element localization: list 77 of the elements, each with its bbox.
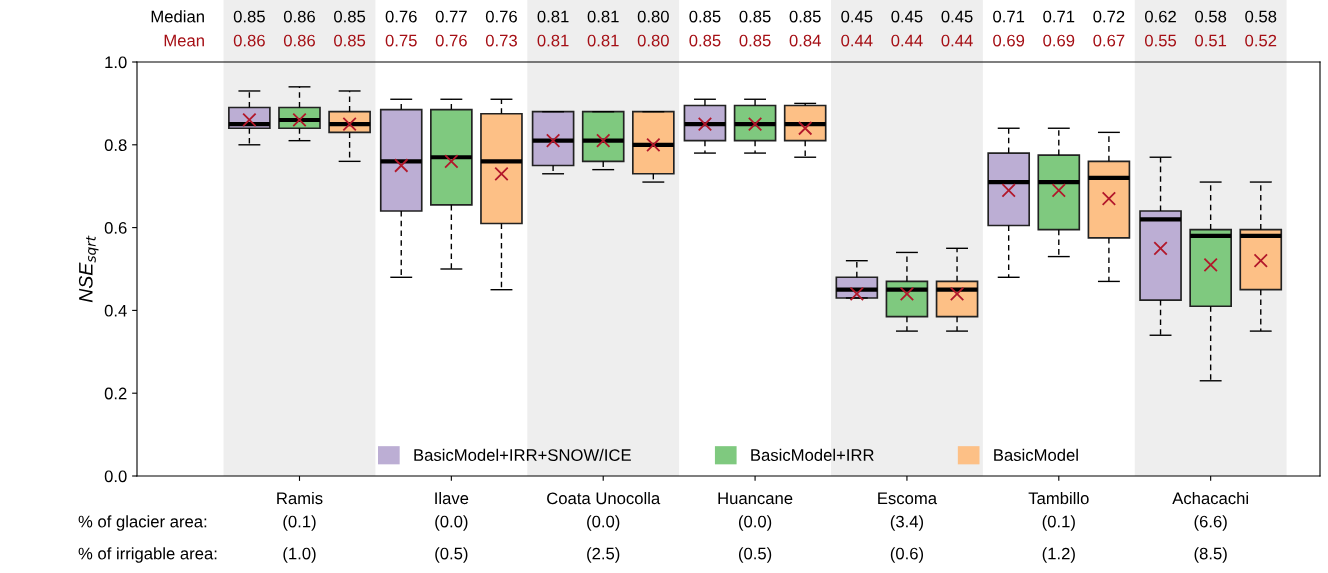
text: (1.2)	[1042, 547, 1075, 563]
text: 0.80	[637, 10, 669, 23]
text: 0.62	[1144, 10, 1176, 23]
x-tick-label: Achacachi	[1172, 491, 1248, 505]
text: 0.86	[283, 10, 315, 23]
text: (8.5)	[1194, 547, 1227, 563]
text: % of glacier area:	[78, 515, 207, 531]
text: 0.81	[587, 10, 619, 23]
text: 0.85	[689, 10, 721, 23]
text: 0.85	[739, 34, 771, 47]
y-tick-label: 0.8	[104, 139, 127, 151]
text: 0.81	[537, 34, 569, 47]
text: 0.45	[841, 10, 873, 23]
text: 0.81	[587, 34, 619, 47]
text: 0.86	[283, 34, 315, 47]
legend-label: BasicModel+IRR+SNOW/ICE	[414, 448, 631, 461]
text: 0.52	[1245, 34, 1277, 47]
text: 0.55	[1144, 34, 1177, 47]
text: 0.84	[789, 34, 821, 47]
text: 0.86	[233, 34, 265, 47]
x-tick-label: Ilave	[435, 491, 469, 505]
text: 0.67	[1093, 34, 1125, 47]
x-tick-label: Tambillo	[1028, 491, 1089, 505]
y-tick-label: 0.0	[104, 470, 127, 483]
y-tick-label: 0.6	[104, 222, 127, 234]
text: 0.69	[1043, 34, 1075, 47]
x-tick-label: Ramis	[277, 491, 323, 505]
text: (0.0)	[435, 515, 468, 531]
text: 0.85	[739, 10, 771, 23]
legend-label: BasicModel	[994, 448, 1078, 461]
text: (6.6)	[1194, 515, 1227, 531]
y-tick-label: 0.4	[104, 304, 127, 317]
text: (0.1)	[283, 515, 316, 531]
text: (1.0)	[283, 547, 316, 563]
text: 0.85	[789, 10, 821, 23]
text: 0.85	[689, 34, 721, 47]
text: Median	[151, 10, 204, 23]
text: 0.71	[993, 10, 1025, 23]
text: 0.73	[485, 34, 517, 47]
text: 0.76	[385, 10, 417, 23]
y-tick-label: 0.2	[104, 387, 127, 400]
x-tick-label: Coata Unocolla	[547, 491, 661, 505]
y-tick-label: 1.0	[105, 56, 127, 69]
text: 0.44	[891, 34, 923, 47]
text: 0.69	[993, 34, 1025, 47]
text: 0.75	[385, 34, 417, 47]
text: 0.45	[941, 10, 973, 23]
text: (0.0)	[587, 515, 620, 531]
text: 0.44	[841, 34, 873, 47]
text: 0.80	[637, 34, 669, 47]
text: 0.85	[334, 34, 366, 47]
legend-label: BasicModel+IRR	[751, 448, 874, 461]
text: (0.1)	[1042, 515, 1075, 531]
text: 0.44	[941, 34, 973, 47]
y-axis-title: NSE$_{sqrt}$	[78, 235, 99, 303]
text: (0.6)	[890, 547, 924, 563]
text: (0.5)	[435, 547, 468, 563]
text: 0.51	[1195, 34, 1227, 47]
text: 0.72	[1093, 10, 1125, 23]
text: (0.5)	[738, 547, 772, 563]
text: 0.77	[435, 10, 467, 23]
text: (3.4)	[890, 515, 924, 531]
text: 0.71	[1043, 10, 1075, 23]
x-tick-label: Huancane	[718, 492, 793, 505]
text: 0.76	[485, 10, 517, 23]
text: % of irrigable area:	[78, 547, 217, 563]
text: Mean	[164, 34, 204, 47]
text: 0.81	[537, 10, 569, 23]
text: (0.0)	[738, 515, 772, 531]
text: 0.85	[334, 10, 366, 23]
text: 0.58	[1195, 10, 1227, 23]
text: 0.45	[891, 10, 923, 23]
text: 0.58	[1245, 10, 1277, 23]
text: (2.5)	[587, 547, 620, 563]
x-tick-label: Escoma	[878, 492, 938, 505]
text: 0.76	[435, 34, 467, 47]
text: 0.85	[233, 10, 265, 23]
